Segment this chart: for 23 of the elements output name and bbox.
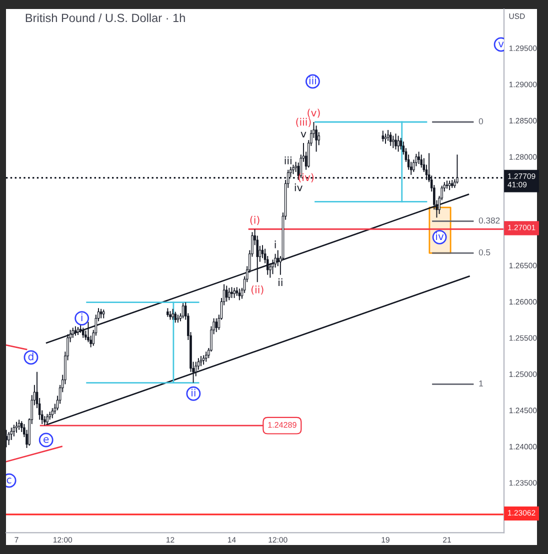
- data-label: 1.24289: [268, 422, 296, 428]
- annotation: i: [274, 240, 276, 248]
- annotation: (iii): [296, 118, 311, 127]
- data-label: v: [498, 42, 504, 48]
- annotation: iv: [294, 183, 302, 192]
- data-label: i: [81, 313, 82, 322]
- series-label: 0.382: [478, 217, 500, 224]
- annotation: (i): [250, 216, 260, 225]
- annotation: v: [300, 132, 306, 138]
- annotation: (v): [308, 108, 320, 118]
- data-label: iv: [436, 232, 444, 240]
- series-label: 0.5: [478, 249, 490, 256]
- data-label: e: [44, 437, 49, 443]
- annotation: (ii): [251, 286, 264, 295]
- data-label: iii: [309, 76, 316, 84]
- data-label: ii: [192, 388, 196, 396]
- series-label: 0: [478, 118, 484, 124]
- data-label: d: [28, 352, 34, 360]
- annotation: iii: [284, 156, 292, 164]
- chart-title: British Pound / U.S. Dollar · 1h: [26, 13, 185, 22]
- series-label: 1: [479, 380, 483, 386]
- annotation: ii: [278, 278, 282, 286]
- data-label: c: [6, 478, 12, 484]
